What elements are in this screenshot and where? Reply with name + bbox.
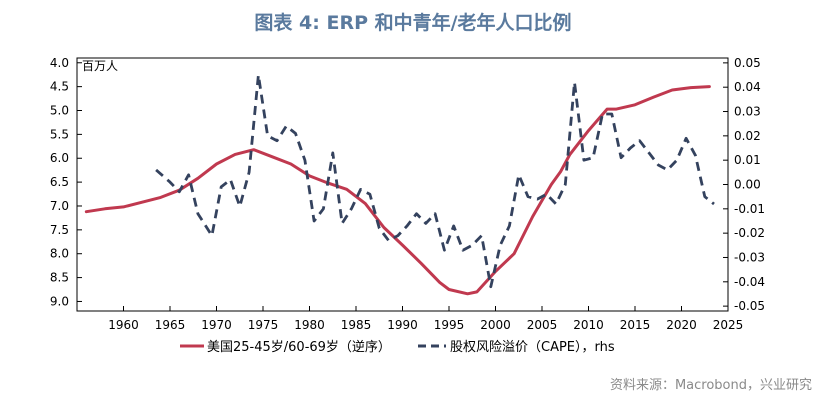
right-tick-label: 0.02 — [734, 129, 761, 143]
x-tick-label: 2020 — [666, 318, 697, 332]
plot-frame — [76, 57, 729, 312]
legend-label-population: 美国25-45岁/60-69岁（逆序） — [207, 339, 391, 355]
x-axis: 1960 1965 1970 1975 1980 1985 1990 1995 2000 2005… — [108, 306, 743, 332]
x-tick-label: 1970 — [201, 318, 232, 332]
source-note: 资料来源：Macrobond，兴业研究 — [609, 378, 812, 393]
x-tick-label: 1965 — [155, 318, 186, 332]
plot-border — [76, 57, 729, 312]
right-tick-label: 0.04 — [734, 80, 761, 94]
right-tick-label: -0.04 — [734, 275, 765, 289]
left-tick-label: 5.0 — [50, 104, 69, 118]
x-tick-label: 2000 — [480, 318, 511, 332]
x-tick-label: 1995 — [434, 318, 465, 332]
right-tick-label: -0.01 — [734, 202, 765, 216]
right-tick-label: -0.03 — [734, 250, 765, 264]
left-tick-label: 8.5 — [50, 271, 69, 285]
right-tick-label: -0.05 — [734, 299, 765, 313]
y-axis-label-left: 百万人 — [82, 59, 118, 73]
left-tick-label: 5.5 — [50, 127, 69, 141]
x-tick-label: 1960 — [108, 318, 139, 332]
x-tick-label: 2025 — [713, 318, 744, 332]
x-tick-label: 2005 — [527, 318, 558, 332]
left-tick-label: 6.5 — [50, 175, 69, 189]
left-tick-label: 6.0 — [50, 151, 69, 165]
x-tick-label: 2010 — [573, 318, 604, 332]
right-tick-label: 0.01 — [734, 153, 761, 167]
left-tick-label: 4.5 — [50, 80, 69, 94]
series-layer — [84, 73, 715, 296]
erp-cape-line — [155, 73, 715, 289]
right-tick-label: 0.05 — [734, 56, 761, 70]
right-tick-label: 0.00 — [734, 178, 761, 192]
left-tick-label: 4.0 — [50, 56, 69, 70]
left-tick-label: 8.0 — [50, 247, 69, 261]
x-tick-label: 1990 — [387, 318, 418, 332]
x-tick-label: 1980 — [294, 318, 325, 332]
right-tick-label: 0.03 — [734, 105, 761, 119]
figure-title: 图表 4: ERP 和中青年/老年人口比例 — [254, 12, 572, 34]
left-axis: 4.0 4.5 5.0 5.5 6.0 6.5 7.0 7.5 8.0 8.5 9.0 — [50, 56, 82, 308]
left-tick-label: 7.0 — [50, 199, 69, 213]
left-tick-label: 7.5 — [50, 223, 69, 237]
population-ratio-line — [84, 85, 711, 296]
x-tick-label: 1985 — [341, 318, 372, 332]
x-tick-label: 2015 — [620, 318, 651, 332]
right-tick-label: -0.02 — [734, 226, 765, 240]
x-tick-label: 1975 — [248, 318, 279, 332]
left-tick-label: 9.0 — [50, 294, 69, 308]
right-axis: 0.05 0.04 0.03 0.02 0.01 0.00 -0.01 -0.02 -0.03 -… — [723, 56, 765, 313]
legend: 美国25-45岁/60-69岁（逆序） 股权风险溢价（CAPE），rhs — [180, 339, 615, 355]
legend-label-erp: 股权风险溢价（CAPE），rhs — [450, 339, 615, 355]
